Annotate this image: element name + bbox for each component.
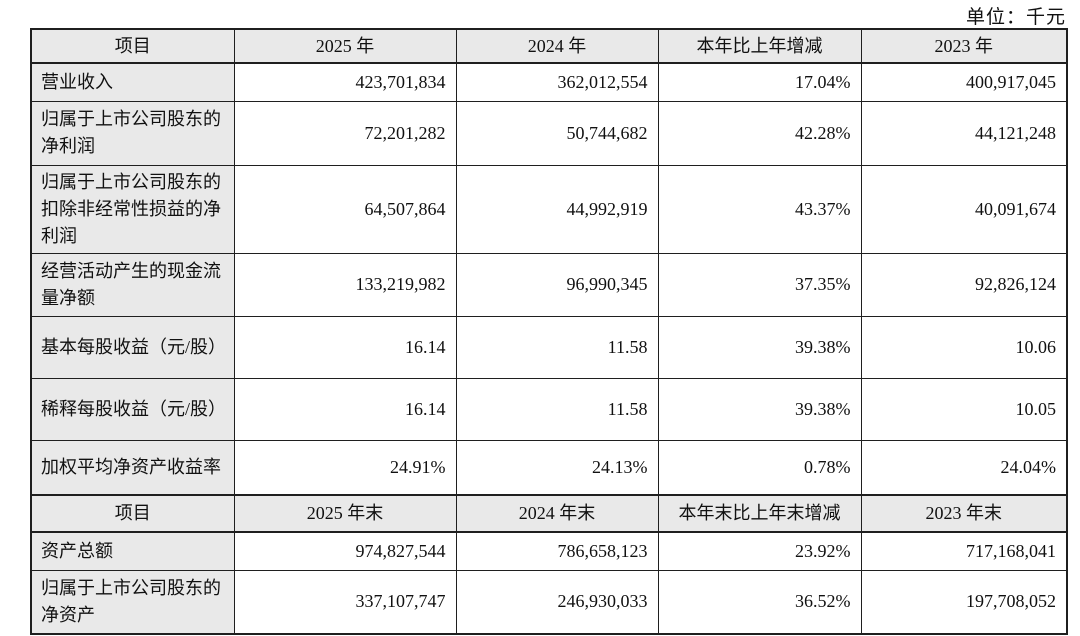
cell-value: 337,107,747 [233, 569, 457, 635]
cell-value: 11.58 [455, 377, 659, 441]
column-header-change: 本年比上年增减 [657, 28, 862, 64]
cell-value: 786,658,123 [455, 531, 659, 571]
table-row-net-profit: 归属于上市公司股东的净利润 72,201,282 50,744,682 42.2… [30, 100, 1068, 166]
column-header-2023: 2023 年 [860, 28, 1068, 64]
cell-value: 423,701,834 [233, 62, 457, 102]
column-header-2025-end: 2025 年末 [233, 494, 457, 533]
table-row-total-assets: 资产总额 974,827,544 786,658,123 23.92% 717,… [30, 531, 1068, 571]
cell-value: 36.52% [657, 569, 862, 635]
cell-value: 0.78% [657, 439, 862, 496]
table-row-net-profit-deducted: 归属于上市公司股东的扣除非经常性损益的净利润 64,507,864 44,992… [30, 164, 1068, 254]
cell-value: 24.13% [455, 439, 659, 496]
cell-value: 24.04% [860, 439, 1068, 496]
cell-value: 16.14 [233, 377, 457, 441]
cell-value: 974,827,544 [233, 531, 457, 571]
cell-value: 42.28% [657, 100, 862, 166]
cell-value: 133,219,982 [233, 252, 457, 317]
column-header-2024: 2024 年 [455, 28, 659, 64]
column-header-2023-end: 2023 年末 [860, 494, 1068, 533]
table-header-annual: 项目 2025 年 2024 年 本年比上年增减 2023 年 [30, 28, 1068, 64]
table-header-year-end: 项目 2025 年末 2024 年末 本年末比上年末增减 2023 年末 [30, 494, 1068, 533]
financial-summary-table: 项目 2025 年 2024 年 本年比上年增减 2023 年 营业收入 423… [30, 28, 1068, 635]
cell-value: 10.05 [860, 377, 1068, 441]
column-header-2024-end: 2024 年末 [455, 494, 659, 533]
cell-value: 246,930,033 [455, 569, 659, 635]
row-label: 基本每股收益（元/股） [30, 315, 235, 379]
row-label: 归属于上市公司股东的扣除非经常性损益的净利润 [30, 164, 235, 254]
cell-value: 50,744,682 [455, 100, 659, 166]
row-label: 资产总额 [30, 531, 235, 571]
cell-value: 11.58 [455, 315, 659, 379]
cell-value: 362,012,554 [455, 62, 659, 102]
column-header-end-change: 本年末比上年末增减 [657, 494, 862, 533]
cell-value: 72,201,282 [233, 100, 457, 166]
table-row-diluted-eps: 稀释每股收益（元/股） 16.14 11.58 39.38% 10.05 [30, 377, 1068, 441]
column-header-2025: 2025 年 [233, 28, 457, 64]
table-row-weighted-avg-roe: 加权平均净资产收益率 24.91% 24.13% 0.78% 24.04% [30, 439, 1068, 496]
row-label: 归属于上市公司股东的净资产 [30, 569, 235, 635]
table-row-basic-eps: 基本每股收益（元/股） 16.14 11.58 39.38% 10.06 [30, 315, 1068, 379]
cell-value: 44,992,919 [455, 164, 659, 254]
cell-value: 44,121,248 [860, 100, 1068, 166]
cell-value: 10.06 [860, 315, 1068, 379]
column-header-item: 项目 [30, 28, 235, 64]
row-label: 稀释每股收益（元/股） [30, 377, 235, 441]
cell-value: 43.37% [657, 164, 862, 254]
cell-value: 717,168,041 [860, 531, 1068, 571]
table-row-revenue: 营业收入 423,701,834 362,012,554 17.04% 400,… [30, 62, 1068, 102]
table-row-net-assets: 归属于上市公司股东的净资产 337,107,747 246,930,033 36… [30, 569, 1068, 635]
cell-value: 23.92% [657, 531, 862, 571]
row-label: 营业收入 [30, 62, 235, 102]
cell-value: 24.91% [233, 439, 457, 496]
column-header-item: 项目 [30, 494, 235, 533]
cell-value: 17.04% [657, 62, 862, 102]
cell-value: 64,507,864 [233, 164, 457, 254]
cell-value: 96,990,345 [455, 252, 659, 317]
cell-value: 197,708,052 [860, 569, 1068, 635]
cell-value: 39.38% [657, 377, 862, 441]
table-row-operating-cash-flow: 经营活动产生的现金流量净额 133,219,982 96,990,345 37.… [30, 252, 1068, 317]
cell-value: 39.38% [657, 315, 862, 379]
row-label: 经营活动产生的现金流量净额 [30, 252, 235, 317]
cell-value: 37.35% [657, 252, 862, 317]
row-label: 加权平均净资产收益率 [30, 439, 235, 496]
cell-value: 92,826,124 [860, 252, 1068, 317]
cell-value: 400,917,045 [860, 62, 1068, 102]
cell-value: 40,091,674 [860, 164, 1068, 254]
unit-label: 单位：千元 [965, 7, 1066, 28]
cell-value: 16.14 [233, 315, 457, 379]
row-label: 归属于上市公司股东的净利润 [30, 100, 235, 166]
